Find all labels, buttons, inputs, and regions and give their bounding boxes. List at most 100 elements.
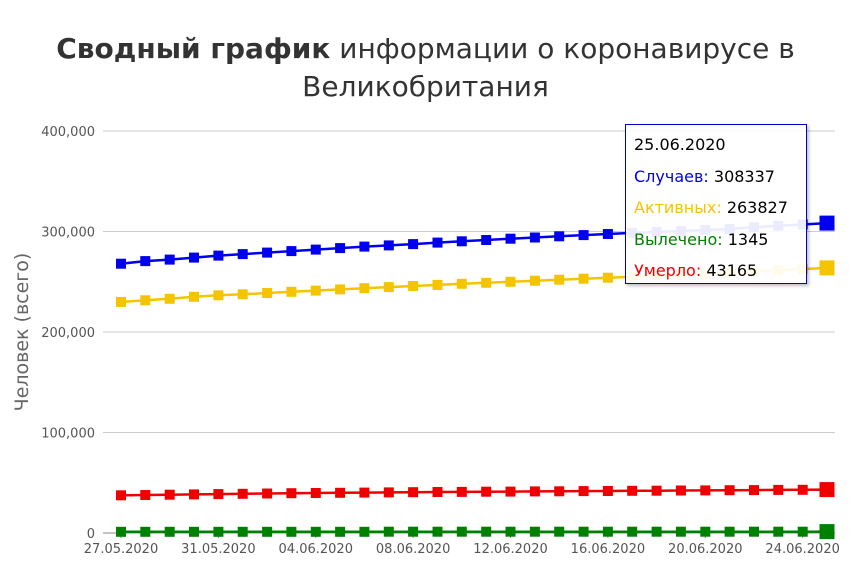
- data-point[interactable]: [529, 486, 540, 497]
- data-point[interactable]: [383, 282, 394, 293]
- data-point[interactable]: [189, 526, 199, 537]
- data-point[interactable]: [408, 239, 419, 250]
- data-point[interactable]: [286, 526, 297, 537]
- data-point[interactable]: [651, 526, 662, 537]
- data-point[interactable]: [189, 252, 199, 263]
- data-point[interactable]: [456, 526, 467, 537]
- data-point[interactable]: [140, 295, 151, 306]
- data-point[interactable]: [554, 486, 565, 497]
- data-point[interactable]: [213, 290, 224, 301]
- data-point[interactable]: [237, 249, 248, 260]
- data-point[interactable]: [797, 484, 808, 495]
- data-point[interactable]: [262, 288, 273, 298]
- data-point[interactable]: [164, 526, 175, 537]
- data-point[interactable]: [481, 235, 492, 245]
- data-point[interactable]: [432, 487, 443, 497]
- data-point[interactable]: [286, 246, 297, 257]
- data-point[interactable]: [700, 526, 711, 537]
- data-point[interactable]: [359, 526, 370, 537]
- data-point[interactable]: [675, 485, 686, 496]
- data-point[interactable]: [819, 215, 835, 231]
- data-point[interactable]: [797, 526, 808, 537]
- data-point[interactable]: [383, 487, 394, 498]
- data-point[interactable]: [578, 230, 589, 241]
- data-point[interactable]: [724, 485, 735, 496]
- data-point[interactable]: [116, 296, 126, 307]
- data-point[interactable]: [505, 233, 516, 244]
- data-point[interactable]: [237, 488, 248, 499]
- data-point[interactable]: [164, 489, 175, 500]
- data-point[interactable]: [627, 526, 638, 537]
- data-point[interactable]: [456, 278, 467, 289]
- data-point[interactable]: [310, 244, 321, 255]
- data-point[interactable]: [310, 526, 321, 537]
- data-point[interactable]: [213, 526, 224, 537]
- data-point[interactable]: [383, 526, 394, 537]
- data-point[interactable]: [675, 526, 686, 537]
- data-point[interactable]: [189, 291, 199, 302]
- data-point[interactable]: [602, 526, 613, 537]
- data-point[interactable]: [529, 526, 540, 537]
- data-point[interactable]: [602, 272, 613, 283]
- data-point[interactable]: [116, 258, 126, 269]
- data-point[interactable]: [627, 485, 638, 496]
- data-point[interactable]: [335, 487, 346, 498]
- data-point[interactable]: [819, 524, 835, 540]
- data-point[interactable]: [724, 526, 735, 537]
- data-point[interactable]: [554, 274, 565, 285]
- data-point[interactable]: [310, 285, 321, 296]
- data-point[interactable]: [408, 281, 419, 291]
- data-point[interactable]: [335, 243, 346, 254]
- data-point[interactable]: [481, 277, 492, 288]
- data-point[interactable]: [408, 526, 419, 537]
- data-point[interactable]: [359, 487, 370, 498]
- data-point[interactable]: [578, 273, 589, 284]
- data-point[interactable]: [213, 489, 224, 500]
- data-point[interactable]: [164, 293, 175, 304]
- data-point[interactable]: [554, 231, 565, 242]
- data-point[interactable]: [505, 276, 516, 287]
- data-point[interactable]: [700, 485, 711, 496]
- data-point[interactable]: [505, 526, 516, 537]
- data-point[interactable]: [651, 485, 662, 496]
- data-point[interactable]: [237, 526, 248, 537]
- data-point[interactable]: [140, 490, 151, 500]
- data-point[interactable]: [335, 526, 346, 537]
- data-point[interactable]: [529, 275, 540, 286]
- data-point[interactable]: [262, 526, 273, 537]
- data-point[interactable]: [819, 260, 835, 276]
- data-point[interactable]: [359, 241, 370, 252]
- data-point[interactable]: [189, 489, 199, 500]
- data-point[interactable]: [262, 488, 273, 499]
- data-point[interactable]: [432, 526, 443, 537]
- data-point[interactable]: [578, 526, 589, 537]
- data-point[interactable]: [262, 247, 273, 258]
- data-point[interactable]: [749, 526, 759, 537]
- data-point[interactable]: [432, 237, 443, 248]
- data-point[interactable]: [237, 289, 248, 300]
- data-point[interactable]: [335, 284, 346, 295]
- data-point[interactable]: [164, 254, 175, 265]
- data-point[interactable]: [578, 486, 589, 497]
- data-point[interactable]: [116, 490, 126, 501]
- data-point[interactable]: [286, 286, 297, 297]
- data-point[interactable]: [140, 256, 151, 267]
- data-point[interactable]: [456, 236, 467, 247]
- data-point[interactable]: [286, 488, 297, 499]
- data-point[interactable]: [408, 487, 419, 498]
- data-point[interactable]: [359, 283, 370, 294]
- data-point[interactable]: [819, 482, 835, 498]
- data-point[interactable]: [481, 486, 492, 497]
- data-point[interactable]: [773, 526, 784, 537]
- data-point[interactable]: [602, 229, 613, 239]
- data-point[interactable]: [749, 485, 759, 496]
- data-point[interactable]: [116, 526, 126, 537]
- data-point[interactable]: [310, 488, 321, 498]
- data-point[interactable]: [505, 486, 516, 497]
- data-point[interactable]: [554, 526, 565, 537]
- data-point[interactable]: [773, 484, 784, 495]
- data-point[interactable]: [383, 240, 394, 251]
- data-point[interactable]: [481, 526, 492, 537]
- data-point[interactable]: [213, 250, 224, 261]
- data-point[interactable]: [456, 486, 467, 497]
